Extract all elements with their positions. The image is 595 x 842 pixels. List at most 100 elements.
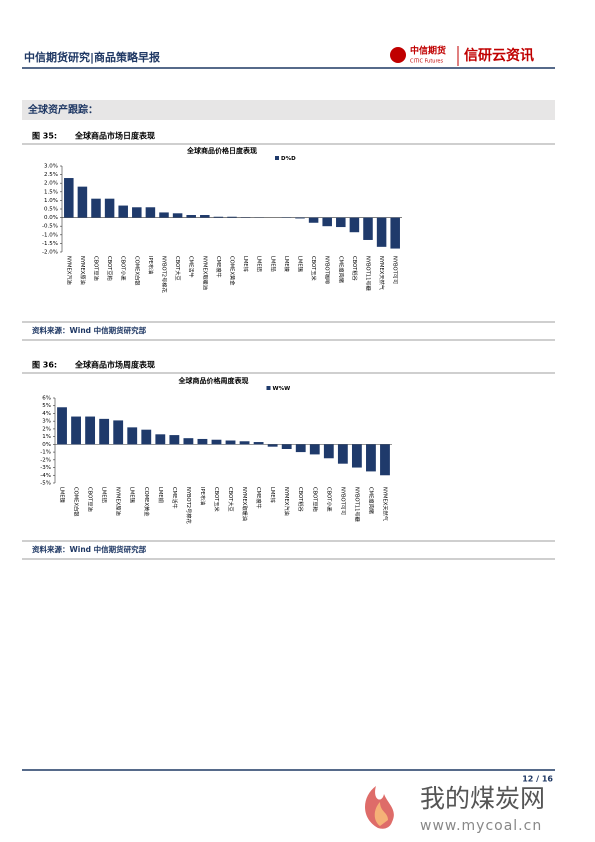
- figure-caption: 全球商品市场日度表现: [74, 131, 155, 141]
- y-tick-label: 3.0%: [44, 164, 58, 170]
- bar: [227, 216, 237, 218]
- figure-source: 资料来源：Wind 中信期货研究部: [32, 544, 147, 554]
- x-tick-label: NYMEX天然气: [378, 256, 386, 290]
- y-tick-label: -5%: [40, 481, 51, 487]
- x-tick-label: CBOT大豆: [174, 256, 182, 281]
- y-tick-label: -2.0%: [42, 250, 58, 256]
- x-tick-label: NYMEX原油: [115, 487, 123, 516]
- section-title: 全球资产跟踪：: [27, 103, 98, 116]
- bar: [363, 217, 373, 240]
- figure-source: 资料来源：Wind 中信期货研究部: [32, 325, 147, 335]
- bar: [141, 429, 152, 445]
- bar: [104, 198, 115, 218]
- y-tick-label: 2%: [42, 426, 51, 432]
- x-tick-label: NYMEX天然气: [381, 487, 389, 521]
- bar: [295, 444, 306, 453]
- bar: [127, 427, 138, 445]
- x-tick-label: NYMEX汽油: [283, 487, 291, 516]
- x-tick-label: NYMEX原油: [79, 256, 87, 285]
- chart-title: 全球商品价格日度表现: [186, 146, 257, 155]
- bar: [322, 217, 332, 227]
- x-tick-label: CBOT豆粕: [311, 487, 319, 512]
- legend-swatch: [275, 156, 279, 160]
- bar: [183, 438, 194, 445]
- x-tick-label: CME瘦肉猪: [337, 256, 345, 283]
- x-tick-label: NYBOT2号棉花: [185, 487, 193, 524]
- x-tick-label: CBOT豆粕: [106, 256, 114, 281]
- x-tick-label: CBOT稻谷: [351, 256, 359, 282]
- y-tick-label: 4%: [42, 411, 51, 417]
- y-tick-label: -1%: [40, 450, 51, 456]
- bar: [64, 178, 74, 218]
- y-tick-label: 3%: [42, 419, 51, 425]
- watermark-title: 我的煤炭网: [420, 784, 545, 813]
- y-tick-label: 0.0%: [44, 215, 58, 221]
- bar: [239, 441, 250, 445]
- figure-caption: 全球商品市场周度表现: [74, 360, 155, 370]
- bar: [376, 217, 387, 247]
- bar: [295, 217, 305, 219]
- bar: [267, 444, 278, 447]
- logo-icon: [390, 47, 406, 63]
- section-band: [22, 100, 555, 120]
- x-tick-label: LME锌: [269, 487, 277, 503]
- bar: [155, 434, 166, 445]
- x-tick-label: CBOT豆油: [87, 487, 95, 512]
- x-tick-label: NYBOT可可: [339, 487, 346, 515]
- x-tick-label: LME铝: [101, 487, 109, 503]
- x-tick-label: CME瘦肉猪: [367, 487, 375, 514]
- legend-label: W%W: [273, 386, 291, 392]
- x-tick-label: CME活牛: [188, 256, 196, 278]
- y-tick-label: 1.5%: [44, 189, 58, 195]
- x-tick-label: NYBOT2号棉花: [161, 256, 169, 293]
- bar: [159, 212, 169, 218]
- bar: [132, 207, 142, 218]
- x-tick-label: CBOT小麦: [325, 487, 333, 513]
- logo-cn: 中信期货: [410, 45, 446, 57]
- x-tick-label: CBOT玉米: [310, 256, 318, 282]
- y-tick-label: 2.5%: [44, 172, 58, 178]
- x-tick-label: COMEX黄金: [143, 487, 151, 517]
- x-tick-label: CBOT玉米: [213, 487, 221, 513]
- bar: [200, 215, 210, 218]
- x-tick-label: COMEX白银: [73, 487, 81, 517]
- y-tick-label: -2%: [40, 457, 51, 463]
- x-tick-label: NYMEX汽油: [65, 256, 73, 285]
- x-tick-label: LME铝: [256, 256, 264, 272]
- bar: [145, 207, 156, 218]
- x-tick-label: NYMEX取暖油: [241, 487, 249, 521]
- y-tick-label: 0%: [42, 442, 51, 448]
- bar: [323, 444, 334, 459]
- y-tick-label: -4%: [40, 473, 51, 479]
- bar: [211, 439, 222, 445]
- x-tick-label: CBOT小麦: [120, 256, 128, 282]
- bar: [77, 186, 88, 218]
- x-tick-label: LME铜: [157, 487, 165, 503]
- x-tick-label: NYBOT11号糖: [353, 487, 361, 522]
- x-tick-label: LME锡: [297, 256, 305, 272]
- bar: [253, 442, 264, 445]
- bar: [390, 217, 400, 249]
- bar: [197, 438, 208, 445]
- x-tick-label: CME瘦牛: [255, 487, 263, 509]
- bar: [99, 418, 110, 445]
- brand: 信研云资讯: [464, 47, 534, 64]
- bar: [71, 416, 81, 445]
- page-number: 12 / 16: [522, 775, 553, 784]
- header-title: 中信期货研究|商品策略早报: [24, 50, 161, 64]
- y-tick-label: -1.5%: [42, 241, 58, 247]
- bar: [169, 435, 180, 445]
- x-tick-label: COMEX白银: [133, 256, 141, 286]
- x-tick-label: NYMEX取暖油: [201, 256, 209, 290]
- x-tick-label: IPE布油: [147, 256, 155, 274]
- y-tick-label: 5%: [42, 403, 51, 409]
- x-tick-label: IPE布油: [199, 487, 207, 505]
- x-tick-label: CBOT大豆: [227, 487, 235, 512]
- legend-label: D%D: [281, 156, 296, 162]
- bar: [336, 217, 346, 228]
- y-tick-label: 1.0%: [44, 198, 58, 204]
- bar: [91, 198, 101, 218]
- bar: [213, 216, 224, 218]
- bar: [118, 205, 128, 218]
